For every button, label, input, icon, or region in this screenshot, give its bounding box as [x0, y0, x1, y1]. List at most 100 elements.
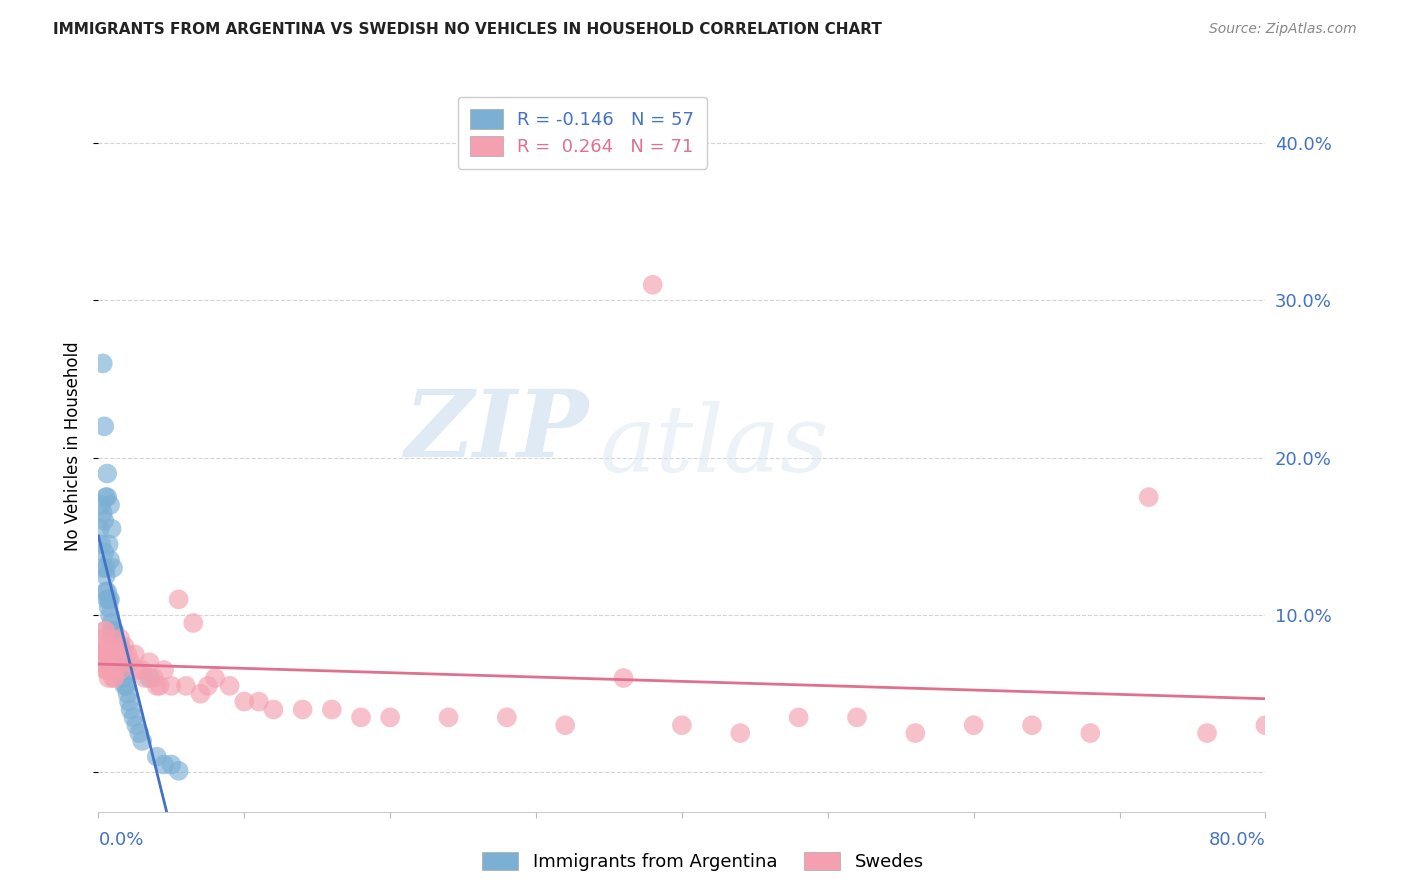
- Point: [96, 490, 118, 504]
- Point: [90, 655, 112, 669]
- Point: [101, 632, 124, 646]
- Point: [321, 702, 343, 716]
- Point: [101, 648, 124, 662]
- Point: [93, 545, 115, 559]
- Legend: R = -0.146   N = 57, R =  0.264   N = 71: R = -0.146 N = 57, R = 0.264 N = 71: [457, 96, 707, 169]
- Point: [111, 663, 134, 677]
- Point: [93, 624, 115, 638]
- Point: [167, 764, 190, 778]
- Legend: Immigrants from Argentina, Swedes: Immigrants from Argentina, Swedes: [475, 845, 931, 879]
- Point: [111, 648, 134, 662]
- Point: [1195, 726, 1218, 740]
- Point: [94, 561, 117, 575]
- Text: Source: ZipAtlas.com: Source: ZipAtlas.com: [1209, 22, 1357, 37]
- Point: [91, 506, 114, 520]
- Point: [131, 663, 153, 677]
- Point: [105, 648, 128, 662]
- Point: [112, 671, 135, 685]
- Point: [146, 679, 169, 693]
- Point: [730, 726, 752, 740]
- Point: [97, 592, 120, 607]
- Point: [117, 687, 139, 701]
- Point: [115, 679, 138, 693]
- Point: [98, 553, 121, 567]
- Point: [93, 514, 115, 528]
- Point: [160, 757, 183, 772]
- Point: [105, 648, 128, 662]
- Point: [98, 648, 121, 662]
- Point: [641, 277, 664, 292]
- Point: [190, 687, 212, 701]
- Point: [904, 726, 927, 740]
- Point: [110, 632, 132, 646]
- Point: [105, 640, 128, 654]
- Point: [437, 710, 460, 724]
- Point: [97, 648, 120, 662]
- Y-axis label: No Vehicles in Household: No Vehicles in Household: [65, 341, 83, 551]
- Point: [291, 702, 314, 716]
- Point: [96, 663, 118, 677]
- Point: [204, 671, 226, 685]
- Point: [100, 615, 122, 630]
- Point: [1137, 490, 1160, 504]
- Point: [127, 663, 149, 677]
- Point: [97, 537, 120, 551]
- Point: [114, 679, 136, 693]
- Point: [98, 592, 121, 607]
- Point: [1254, 718, 1277, 732]
- Point: [160, 679, 183, 693]
- Point: [90, 498, 112, 512]
- Point: [138, 671, 160, 685]
- Point: [101, 671, 124, 685]
- Point: [96, 584, 118, 599]
- Point: [153, 757, 176, 772]
- Point: [197, 679, 219, 693]
- Point: [94, 663, 117, 677]
- Point: [167, 592, 190, 607]
- Point: [103, 632, 125, 646]
- Point: [174, 679, 197, 693]
- Point: [112, 655, 135, 669]
- Point: [93, 655, 115, 669]
- Point: [128, 726, 150, 740]
- Point: [103, 624, 125, 638]
- Point: [111, 671, 134, 685]
- Point: [118, 695, 141, 709]
- Point: [96, 592, 118, 607]
- Point: [103, 671, 125, 685]
- Text: atlas: atlas: [600, 401, 830, 491]
- Point: [104, 663, 127, 677]
- Point: [100, 632, 122, 646]
- Point: [554, 718, 576, 732]
- Point: [98, 663, 121, 677]
- Point: [671, 718, 693, 732]
- Point: [114, 640, 136, 654]
- Point: [101, 561, 124, 575]
- Point: [98, 608, 121, 623]
- Point: [787, 710, 810, 724]
- Point: [122, 710, 145, 724]
- Text: 0.0%: 0.0%: [98, 830, 143, 848]
- Point: [380, 710, 402, 724]
- Point: [104, 640, 127, 654]
- Point: [100, 522, 122, 536]
- Point: [153, 663, 176, 677]
- Point: [104, 640, 127, 654]
- Point: [124, 648, 146, 662]
- Point: [94, 624, 117, 638]
- Point: [104, 648, 127, 662]
- Point: [108, 648, 131, 662]
- Text: ZIP: ZIP: [405, 386, 589, 476]
- Point: [120, 655, 142, 669]
- Point: [350, 710, 373, 724]
- Point: [110, 663, 132, 677]
- Point: [262, 702, 284, 716]
- Point: [117, 648, 139, 662]
- Text: 80.0%: 80.0%: [1209, 830, 1265, 848]
- Point: [612, 671, 634, 685]
- Point: [101, 624, 124, 638]
- Point: [98, 498, 121, 512]
- Point: [110, 663, 132, 677]
- Point: [110, 640, 132, 654]
- Point: [91, 632, 114, 646]
